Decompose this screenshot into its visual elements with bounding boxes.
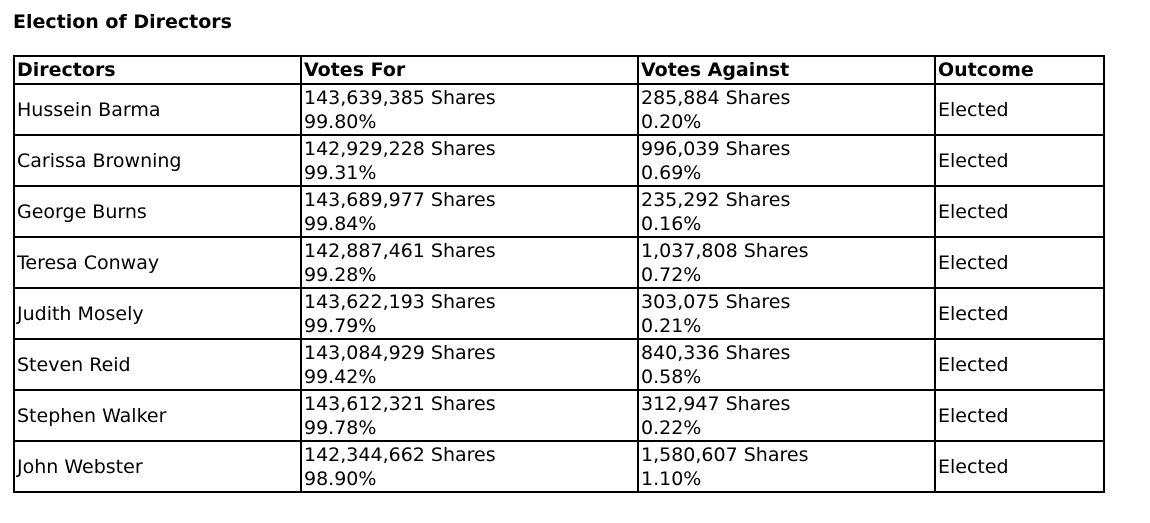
votes-for-percent: 99.28%	[304, 263, 377, 286]
table-row: Steven Reid 143,084,929 Shares 99.42% 840…	[13, 338, 1105, 391]
votes-against-percent: 0.22%	[641, 416, 702, 439]
votes-against-cell: 303,075 Shares 0.21%	[637, 287, 936, 340]
votes-against-cell: 1,037,808 Shares 0.72%	[637, 236, 936, 289]
votes-for-cell: 143,622,193 Shares 99.79%	[300, 287, 639, 340]
votes-for-percent: 98.90%	[304, 467, 377, 490]
votes-against-shares: 996,039 Shares	[641, 137, 791, 160]
votes-against-cell: 996,039 Shares 0.69%	[637, 134, 936, 187]
page-title: Election of Directors	[13, 11, 232, 33]
table-row: Carissa Browning 142,929,228 Shares 99.31…	[13, 134, 1105, 187]
outcome-cell: Elected	[934, 389, 1105, 442]
votes-against-shares: 840,336 Shares	[641, 341, 791, 364]
director-name: Stephen Walker	[13, 389, 302, 442]
outcome-cell: Elected	[934, 287, 1105, 340]
table-row: Hussein Barma 143,639,385 Shares 99.80% 2…	[13, 83, 1105, 136]
votes-against-shares: 285,884 Shares	[641, 86, 791, 109]
director-name: George Burns	[13, 185, 302, 238]
votes-for-percent: 99.79%	[304, 314, 377, 337]
outcome-cell: Elected	[934, 236, 1105, 289]
column-header-votes-against: Votes Against	[637, 55, 936, 85]
table-row: George Burns 143,689,977 Shares 99.84% 23…	[13, 185, 1105, 238]
table-row: Stephen Walker 143,612,321 Shares 99.78% …	[13, 389, 1105, 442]
column-header-directors: Directors	[13, 55, 302, 85]
votes-against-cell: 1,580,607 Shares 1.10%	[637, 440, 936, 493]
votes-for-cell: 142,929,228 Shares 99.31%	[300, 134, 639, 187]
table-row: Teresa Conway 142,887,461 Shares 99.28% 1…	[13, 236, 1105, 289]
votes-against-cell: 840,336 Shares 0.58%	[637, 338, 936, 391]
outcome-cell: Elected	[934, 185, 1105, 238]
director-name: Teresa Conway	[13, 236, 302, 289]
column-header-votes-for: Votes For	[300, 55, 639, 85]
votes-against-shares: 235,292 Shares	[641, 188, 791, 211]
election-results-table: Directors Votes For Votes Against Outcom…	[13, 55, 1105, 493]
director-name: Carissa Browning	[13, 134, 302, 187]
votes-for-shares: 143,689,977 Shares	[304, 188, 496, 211]
votes-against-cell: 285,884 Shares 0.20%	[637, 83, 936, 136]
outcome-cell: Elected	[934, 83, 1105, 136]
votes-for-percent: 99.78%	[304, 416, 377, 439]
votes-for-shares: 142,887,461 Shares	[304, 239, 496, 262]
votes-against-percent: 0.20%	[641, 110, 702, 133]
votes-for-shares: 142,344,662 Shares	[304, 443, 496, 466]
votes-for-percent: 99.31%	[304, 161, 377, 184]
votes-for-cell: 142,344,662 Shares 98.90%	[300, 440, 639, 493]
votes-against-cell: 235,292 Shares 0.16%	[637, 185, 936, 238]
votes-against-percent: 1.10%	[641, 467, 702, 490]
column-header-outcome: Outcome	[934, 55, 1105, 85]
director-name: John Webster	[13, 440, 302, 493]
votes-for-percent: 99.84%	[304, 212, 377, 235]
outcome-cell: Elected	[934, 338, 1105, 391]
votes-against-shares: 1,580,607 Shares	[641, 443, 809, 466]
votes-for-cell: 143,612,321 Shares 99.78%	[300, 389, 639, 442]
votes-for-shares: 143,639,385 Shares	[304, 86, 496, 109]
votes-for-shares: 142,929,228 Shares	[304, 137, 496, 160]
votes-for-cell: 143,689,977 Shares 99.84%	[300, 185, 639, 238]
votes-against-percent: 0.21%	[641, 314, 702, 337]
table-header-row: Directors Votes For Votes Against Outcom…	[13, 55, 1105, 85]
votes-against-shares: 1,037,808 Shares	[641, 239, 809, 262]
votes-against-cell: 312,947 Shares 0.22%	[637, 389, 936, 442]
table-row: John Webster 142,344,662 Shares 98.90% 1,…	[13, 440, 1105, 493]
votes-for-shares: 143,084,929 Shares	[304, 341, 496, 364]
votes-for-cell: 142,887,461 Shares 99.28%	[300, 236, 639, 289]
votes-against-shares: 312,947 Shares	[641, 392, 791, 415]
votes-against-percent: 0.58%	[641, 365, 702, 388]
votes-for-cell: 143,639,385 Shares 99.80%	[300, 83, 639, 136]
director-name: Judith Mosely	[13, 287, 302, 340]
votes-against-percent: 0.16%	[641, 212, 702, 235]
votes-against-shares: 303,075 Shares	[641, 290, 791, 313]
votes-for-percent: 99.80%	[304, 110, 377, 133]
outcome-cell: Elected	[934, 440, 1105, 493]
votes-for-shares: 143,622,193 Shares	[304, 290, 496, 313]
votes-for-cell: 143,084,929 Shares 99.42%	[300, 338, 639, 391]
votes-against-percent: 0.72%	[641, 263, 702, 286]
director-name: Steven Reid	[13, 338, 302, 391]
outcome-cell: Elected	[934, 134, 1105, 187]
table-row: Judith Mosely 143,622,193 Shares 99.79% 3…	[13, 287, 1105, 340]
votes-against-percent: 0.69%	[641, 161, 702, 184]
votes-for-shares: 143,612,321 Shares	[304, 392, 496, 415]
director-name: Hussein Barma	[13, 83, 302, 136]
votes-for-percent: 99.42%	[304, 365, 377, 388]
